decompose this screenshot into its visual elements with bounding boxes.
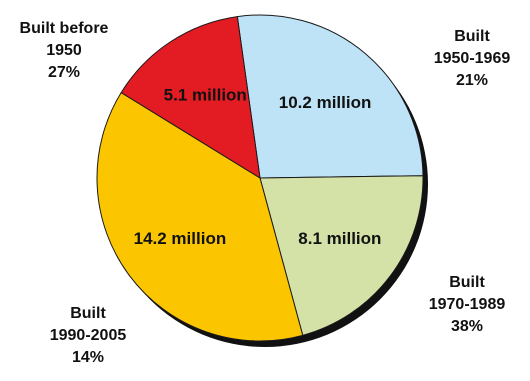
category-label-line: Built: [454, 28, 490, 45]
category-label-line: 38%: [451, 318, 483, 335]
category-label-line: 1970-1989: [429, 296, 506, 313]
category-label-4: Built 1990-2005 14%: [50, 305, 127, 366]
value-label-1: 10.2 million: [279, 93, 372, 112]
category-label-1: Built before 1950 27%: [20, 20, 109, 81]
pie-slice-2: [259, 175, 424, 336]
value-labels: 10.2 million 8.1 million 14.2 million 5.1 m…: [134, 85, 382, 248]
category-label-line: 1950-1969: [434, 50, 511, 67]
category-label-line: 21%: [456, 72, 488, 89]
category-label-line: Built before: [20, 20, 109, 37]
pie-slice-1: [236, 14, 424, 179]
category-label-3: Built 1970-1989 38%: [429, 274, 506, 335]
category-labels: Built before 1950 27%Built 1950-1969 21%Buil…: [20, 20, 511, 366]
pie-slice-4: [120, 16, 261, 179]
category-label-line: 14%: [72, 349, 104, 366]
value-label-2: 8.1 million: [298, 229, 381, 248]
pie-slices: [96, 14, 424, 342]
category-label-line: 1990-2005: [50, 327, 127, 344]
category-label-line: Built: [70, 305, 106, 322]
pie-slice-3: [96, 91, 304, 342]
value-label-3: 14.2 million: [134, 229, 227, 248]
category-label-line: 1950: [46, 42, 82, 59]
category-label-2: Built 1950-1969 21%: [434, 28, 511, 89]
category-label-line: Built: [449, 274, 485, 291]
category-label-line: 27%: [48, 64, 80, 81]
value-label-4: 5.1 million: [164, 85, 247, 104]
